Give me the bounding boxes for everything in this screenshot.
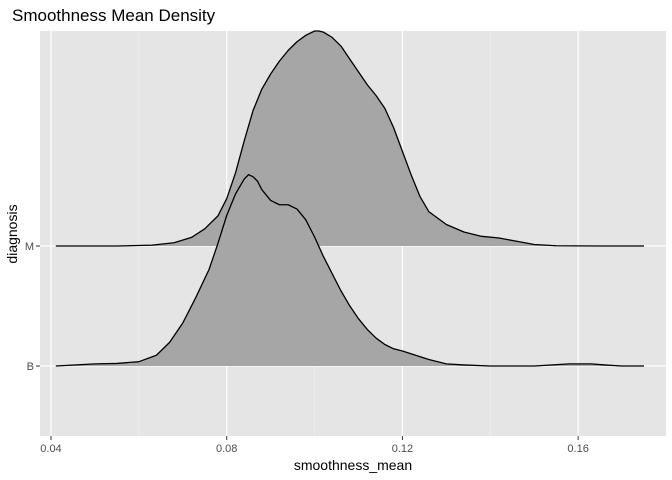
y-axis-title: diagnosis (4, 204, 20, 263)
y-tick-label: M (25, 241, 34, 253)
ridge-fill-B (55, 174, 645, 366)
x-tick-label: 0.04 (40, 443, 61, 455)
ridge-line-B (55, 174, 645, 367)
x-tick-label: 0.08 (216, 443, 237, 455)
y-tick-label: B (27, 361, 34, 373)
x-tick-label: 0.12 (392, 443, 413, 455)
x-axis: 0.04 0.08 0.12 0.16 (40, 436, 589, 455)
x-axis-title: smoothness_mean (294, 457, 412, 473)
ridge-line-M (55, 30, 645, 247)
x-tick-label: 0.16 (567, 443, 588, 455)
chart-title: Smoothness Mean Density (12, 6, 216, 25)
ridge-fill-M (55, 31, 645, 246)
density-ridges (55, 30, 645, 367)
y-axis: BM (25, 241, 40, 373)
